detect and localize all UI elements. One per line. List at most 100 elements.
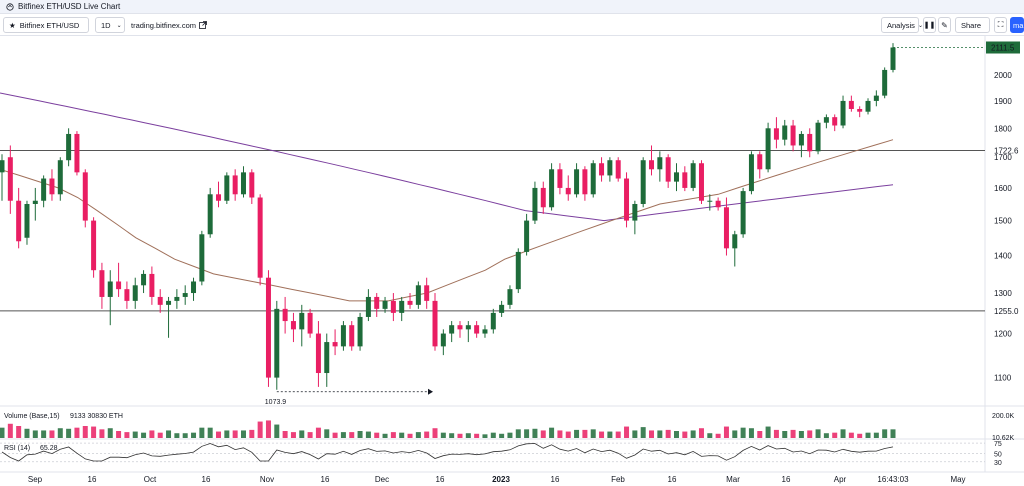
candle-body: [432, 300, 438, 347]
volume-bar: [340, 432, 346, 438]
share-label: Share: [961, 20, 982, 30]
candle: [715, 197, 721, 211]
candle-body: [790, 125, 796, 146]
volume-bar: [124, 432, 130, 438]
volume-bar: [715, 433, 721, 438]
candle: [590, 160, 596, 198]
window-title: Bitfinex ETH/USD Live Chart: [18, 2, 121, 11]
candle-body: [590, 163, 596, 195]
analysis-label: Analysis: [887, 20, 915, 30]
candle-body: [465, 325, 471, 330]
candle-body: [324, 342, 330, 374]
candle: [782, 119, 788, 146]
candle-body: [474, 325, 480, 334]
candle-body: [332, 342, 338, 347]
candle: [16, 187, 22, 249]
price-tick-label: 2000: [994, 71, 1012, 80]
interval-selector[interactable]: 1D ⌄: [95, 17, 125, 33]
candle: [315, 321, 321, 387]
volume-bar: [415, 432, 421, 438]
candle-body: [182, 293, 188, 297]
fullscreen-button[interactable]: ⛶: [994, 17, 1007, 33]
volume-bar: [216, 431, 222, 438]
candle-body: [191, 281, 197, 294]
time-tick-label: Mar: [726, 475, 740, 484]
candle: [690, 160, 696, 192]
candle: [382, 296, 388, 313]
candle-body: [482, 329, 488, 334]
candle-body: [557, 169, 563, 188]
candle-body: [665, 157, 671, 182]
share-button[interactable]: Share: [955, 17, 990, 33]
time-axis[interactable]: Sep 16 Oct 16 Nov 16 Dec 16 2023 16 Feb 16 Mar 16 Apr 1…: [0, 471, 1024, 484]
symbol-selector[interactable]: ★ Bitfinex ETH/USD: [3, 17, 89, 33]
volume-axis-label: 10.62K: [992, 435, 1015, 442]
candle-body: [507, 289, 513, 305]
candle-body: [240, 172, 246, 195]
site-link[interactable]: trading.bitfinex.com: [131, 17, 207, 33]
volume-bar: [557, 430, 563, 438]
price-tick-label: 1100: [994, 374, 1012, 383]
horizontal-lines: 1722.6 1255.0: [0, 147, 1019, 316]
time-tick-label: Sep: [28, 475, 43, 484]
candle-body: [815, 122, 821, 152]
volume-bar: [890, 429, 896, 438]
price-axis[interactable]: 1100 1200 1300 1400 1500 1600 1700 1800 1900 2000: [994, 71, 1012, 383]
volume-bar: [732, 430, 738, 438]
candle-body: [232, 175, 238, 195]
candle: [748, 151, 754, 195]
analysis-button[interactable]: Analysis ⌄: [881, 17, 923, 33]
candle-body: [315, 333, 321, 374]
candle: [682, 166, 688, 192]
volume-bar: [515, 429, 521, 438]
candle: [857, 106, 863, 118]
candle: [191, 277, 197, 301]
volume-bar: [532, 428, 538, 438]
interval-label: 1D: [101, 20, 111, 30]
candle-body: [349, 325, 355, 347]
edge-button[interactable]: ma: [1010, 17, 1024, 33]
candle-body: [740, 191, 746, 235]
volume-bar: [873, 432, 879, 438]
pause-button[interactable]: ❚❚: [923, 17, 936, 33]
candle: [66, 128, 72, 167]
candle-body: [715, 200, 721, 208]
volume-bar: [249, 429, 255, 438]
candle: [657, 151, 663, 182]
last-price-label: 2111.5: [991, 43, 1015, 52]
star-icon[interactable]: ★: [9, 20, 16, 30]
volume-bar: [765, 426, 771, 438]
candle: [24, 200, 30, 245]
candle-body: [890, 47, 896, 70]
candle-body: [307, 312, 313, 334]
volume-bar: [74, 427, 80, 438]
time-tick-label: Dec: [375, 475, 389, 484]
candle-body: [657, 157, 663, 170]
volume-bar: [815, 429, 821, 438]
candle: [324, 333, 330, 387]
candle-body: [424, 285, 430, 301]
candle: [7, 145, 13, 214]
volume-bar: [690, 430, 696, 438]
candle-body: [807, 133, 813, 152]
price-chart[interactable]: 1722.6 1255.0 2111.5 1073.9 1100 1200 1300 14…: [0, 36, 1024, 486]
volume-bar: [740, 427, 746, 438]
candle: [815, 119, 821, 155]
volume-bar: [224, 430, 230, 438]
candle: [157, 289, 163, 313]
draw-button[interactable]: ✎: [938, 17, 951, 33]
horizontal-level-label: 1722.6: [994, 147, 1019, 156]
candle-body: [882, 69, 888, 96]
volume-bar: [349, 432, 355, 438]
candle: [607, 157, 613, 182]
volume-bar: [374, 432, 380, 438]
candle-body: [515, 251, 521, 290]
time-tick-label: May: [950, 475, 965, 484]
candle-body: [157, 296, 163, 305]
candle-body: [116, 281, 122, 290]
candle: [798, 131, 804, 158]
candle: [332, 329, 338, 356]
fullscreen-icon: ⛶: [997, 20, 1004, 29]
candle: [582, 166, 588, 201]
candle: [740, 187, 746, 238]
